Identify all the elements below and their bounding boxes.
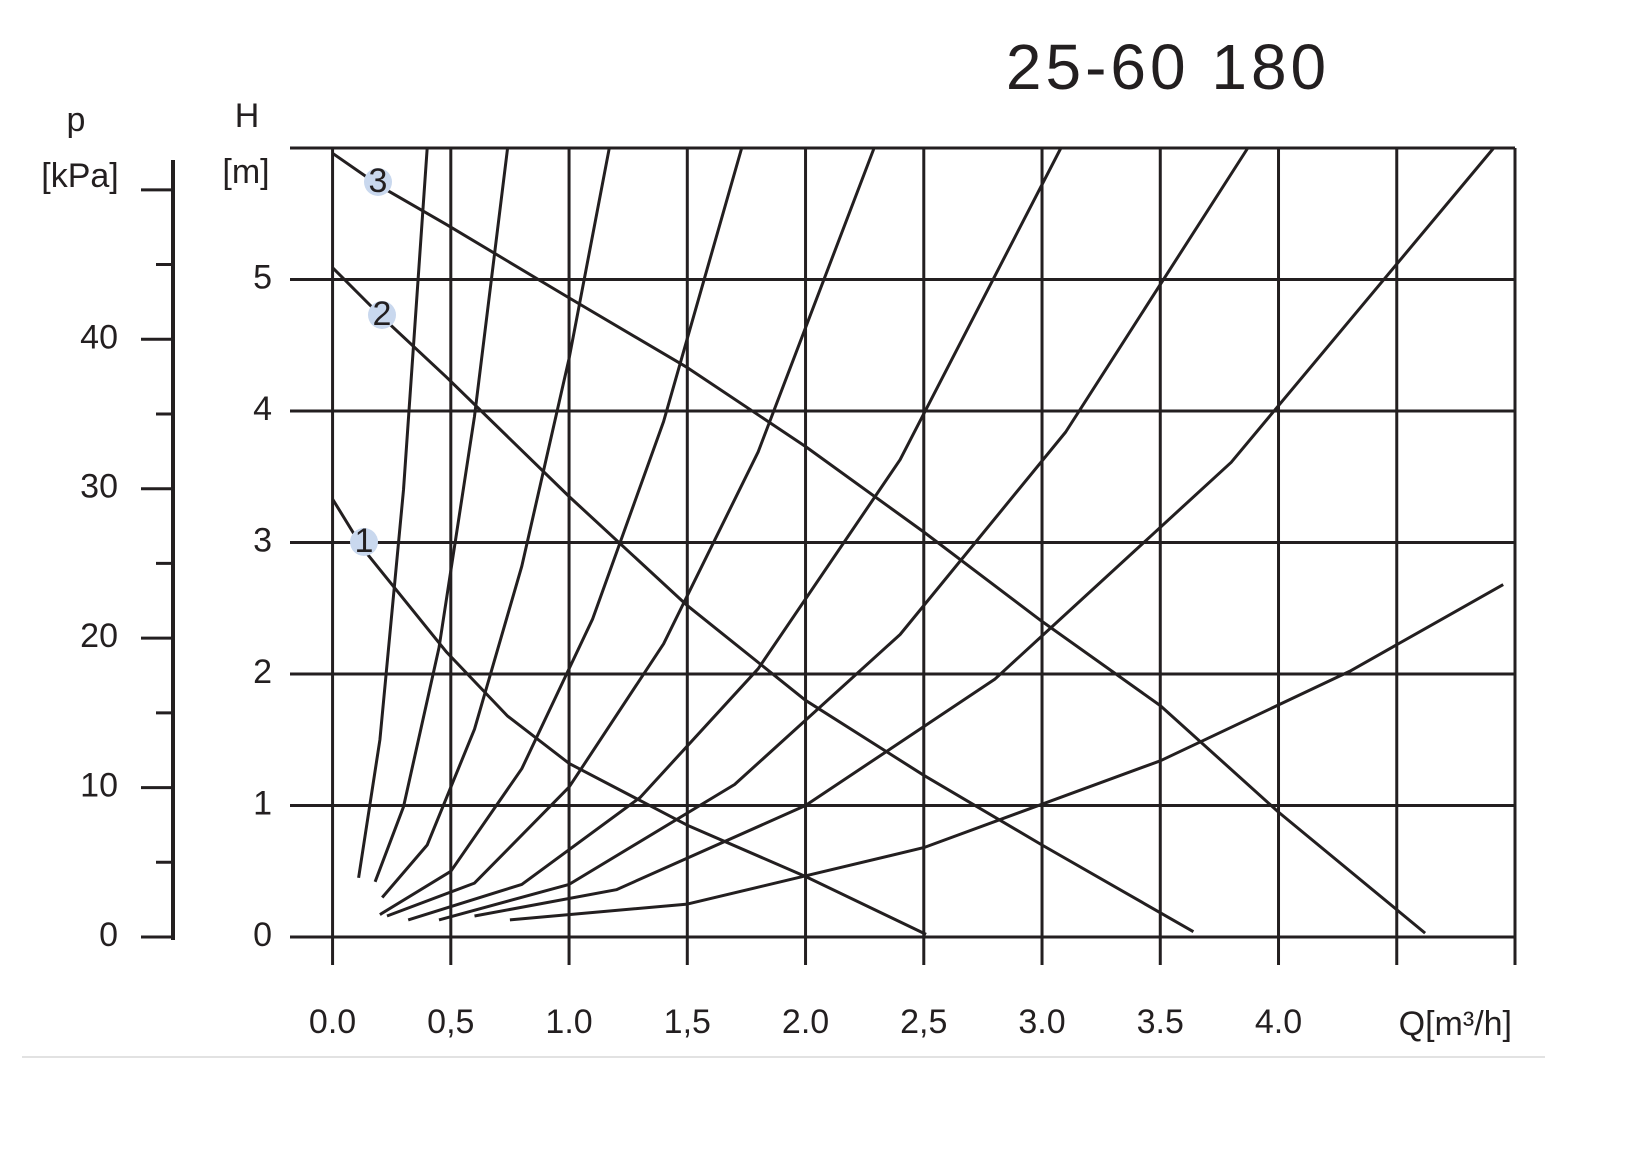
system-curve xyxy=(357,147,429,879)
y2-axis-label: p xyxy=(67,101,86,139)
y2-tick-label: 40 xyxy=(80,318,118,356)
x-axis-label: Q[m³/h] xyxy=(1399,1005,1512,1043)
x-tick-label: 1.0 xyxy=(545,1003,592,1041)
pump-curve xyxy=(331,498,927,936)
system-curve xyxy=(474,147,1495,918)
system-curve xyxy=(407,147,1063,922)
y2-tick-label: 0 xyxy=(99,916,118,954)
y2-tick-label: 20 xyxy=(80,617,118,655)
system-curve xyxy=(381,147,611,899)
curve-label: 3 xyxy=(369,162,388,200)
y-axis-label: H xyxy=(235,97,260,135)
y-tick-label: 2 xyxy=(253,653,272,691)
system-curve xyxy=(438,147,1250,922)
curve-label-badge xyxy=(350,528,378,556)
y2-tick-label: 30 xyxy=(80,468,118,506)
y-tick-label: 5 xyxy=(253,258,272,296)
curve-label-badge xyxy=(368,301,396,329)
y-tick-label: 3 xyxy=(253,521,272,559)
chart-title: 25-60 180 xyxy=(1006,31,1330,103)
system-curve xyxy=(509,583,1504,922)
system-curve xyxy=(386,147,876,918)
pump-curve xyxy=(331,266,1195,934)
curve-label: 2 xyxy=(373,295,392,333)
y2-axis-unit: [kPa] xyxy=(41,157,118,195)
y2-tick-label: 10 xyxy=(80,767,118,805)
curve-label-badge xyxy=(364,168,392,196)
curve-label: 1 xyxy=(355,522,374,560)
x-tick-label: 2.0 xyxy=(782,1003,829,1041)
x-tick-label: 0.0 xyxy=(309,1003,356,1041)
x-tick-label: 4.0 xyxy=(1255,1003,1302,1041)
x-tick-label: 2,5 xyxy=(900,1003,947,1041)
system-curve xyxy=(373,147,510,883)
y-axis-unit: [m] xyxy=(222,153,269,191)
x-tick-label: 1,5 xyxy=(664,1003,711,1041)
system-curve xyxy=(379,147,744,916)
y-tick-label: 0 xyxy=(253,916,272,954)
x-tick-label: 3.5 xyxy=(1137,1003,1184,1041)
y-tick-label: 1 xyxy=(253,784,272,822)
x-tick-label: 0,5 xyxy=(427,1003,474,1041)
x-tick-label: 3.0 xyxy=(1018,1003,1065,1041)
y-tick-label: 4 xyxy=(253,390,272,428)
